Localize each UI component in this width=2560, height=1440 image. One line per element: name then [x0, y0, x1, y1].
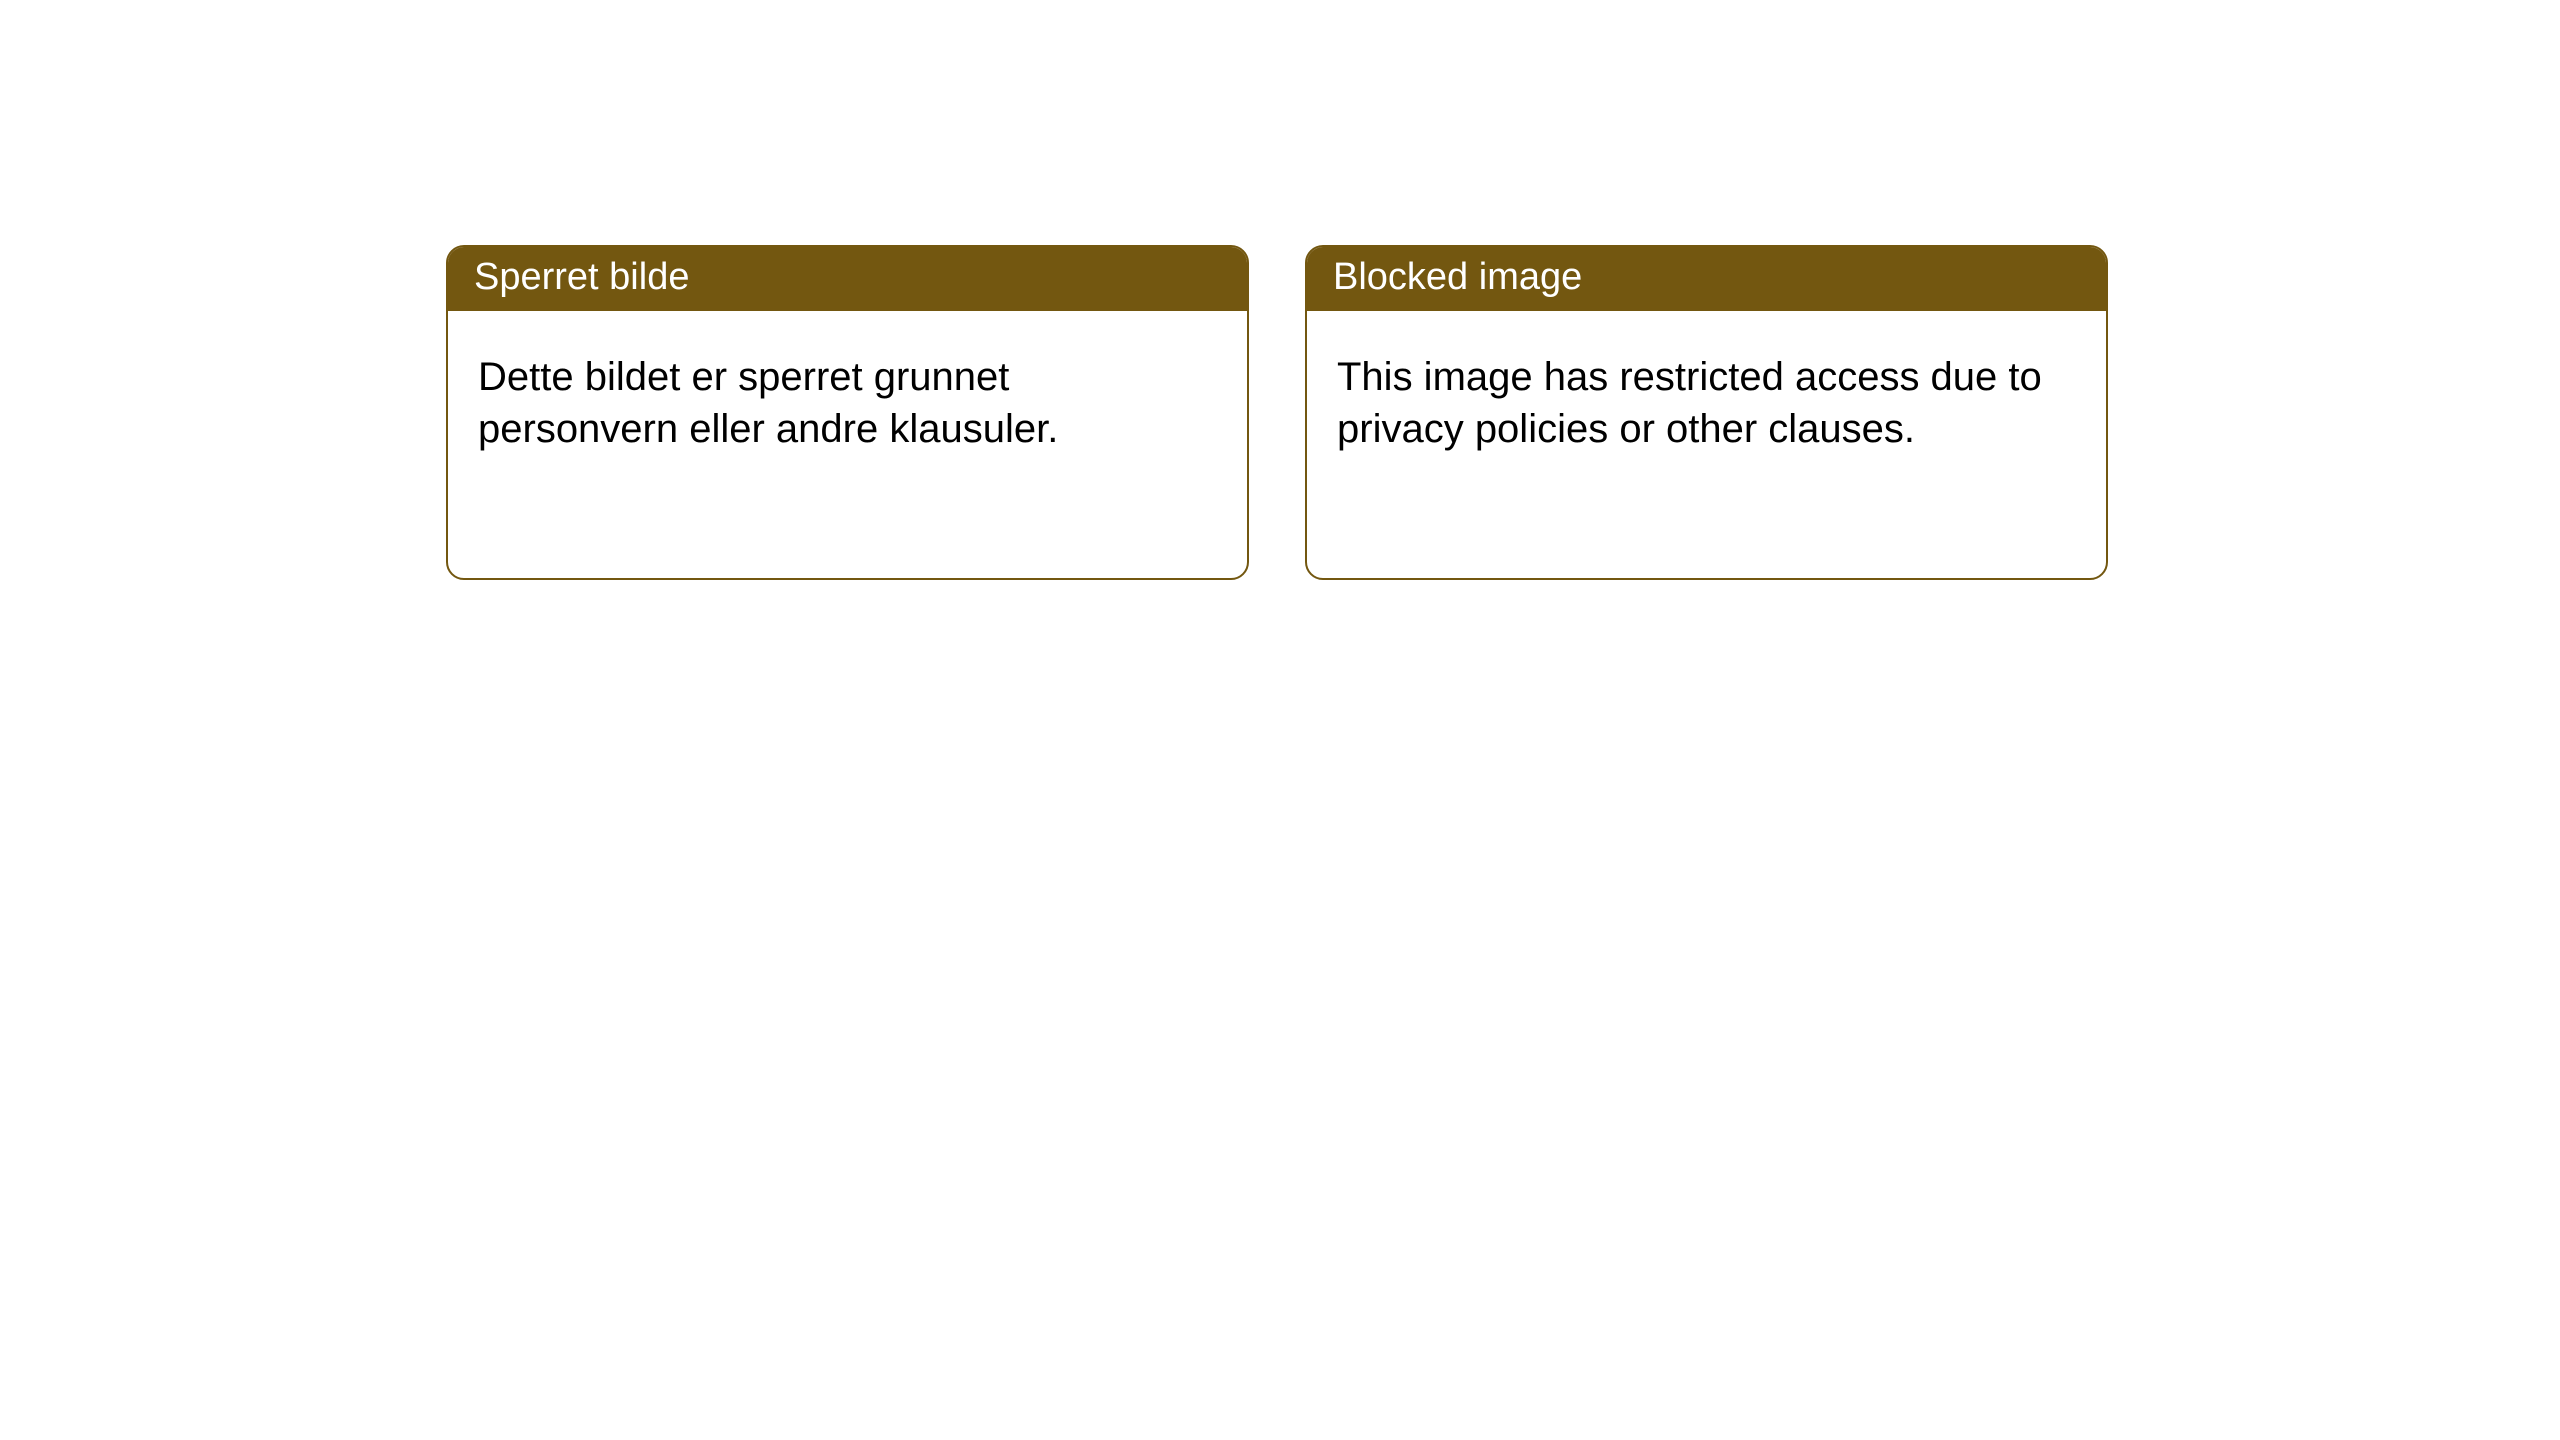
- notice-title-norwegian: Sperret bilde: [448, 247, 1247, 311]
- notice-card-english: Blocked image This image has restricted …: [1305, 245, 2108, 580]
- notice-body-norwegian: Dette bildet er sperret grunnet personve…: [448, 311, 1247, 485]
- notice-title-english: Blocked image: [1307, 247, 2106, 311]
- notice-container: Sperret bilde Dette bildet er sperret gr…: [0, 0, 2560, 580]
- notice-card-norwegian: Sperret bilde Dette bildet er sperret gr…: [446, 245, 1249, 580]
- notice-body-english: This image has restricted access due to …: [1307, 311, 2106, 485]
